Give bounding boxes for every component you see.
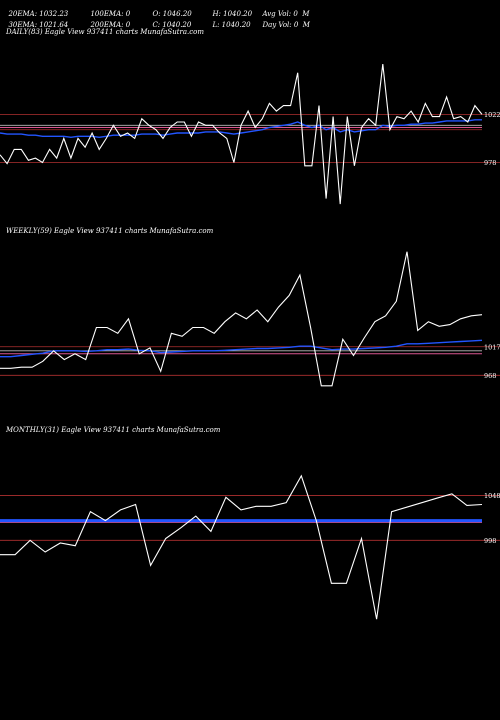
ema30-value: 30EMA: 1021.64 — [8, 21, 69, 29]
level-label-1-0: 1017 — [484, 343, 500, 351]
ema100-value: 100EMA: 0 — [90, 10, 131, 18]
header-row-2: 30EMA: 1021.64 200EMA: 0 C: 1040.20 L: 1040… — [4, 13, 310, 29]
level-label-0-0: 1022 — [484, 111, 500, 119]
close-value: C: 1040.20 — [152, 21, 192, 29]
ema200-value: 200EMA: 0 — [90, 21, 131, 29]
panel-label-0: DAILY(83) Eagle View 937411 charts Munaf… — [5, 28, 204, 36]
ema-line-1 — [0, 339, 483, 358]
panel-label-1: WEEKLY(59) Eagle View 937411 charts Muna… — [6, 227, 214, 235]
header-row-1: 20EMA: 1032.23 100EMA: 0 O: 1046.20 H: 1040… — [4, 2, 309, 18]
day-vol-value: Day Vol: 0 M — [262, 21, 310, 29]
panel-label-2: MONTHLY(31) Eagle View 937411 charts Mun… — [5, 426, 221, 434]
price-line-2 — [0, 474, 483, 620]
price-line-0 — [0, 64, 483, 205]
level-label-1-1: 968 — [484, 372, 496, 380]
open-value: O: 1046.20 — [152, 10, 192, 18]
level-label-2-1: 998 — [484, 537, 496, 545]
ema-line-0 — [0, 119, 482, 139]
avg-vol-value: Avg Vol: 0 M — [262, 10, 310, 18]
level-label-0-1: 978 — [484, 159, 496, 167]
high-value: H: 1040.20 — [212, 10, 253, 18]
price-line-1 — [0, 251, 483, 387]
level-label-2-0: 1048 — [484, 492, 500, 500]
low-value: L: 1040.20 — [212, 21, 251, 29]
ema20-value: 20EMA: 1032.23 — [8, 10, 69, 18]
